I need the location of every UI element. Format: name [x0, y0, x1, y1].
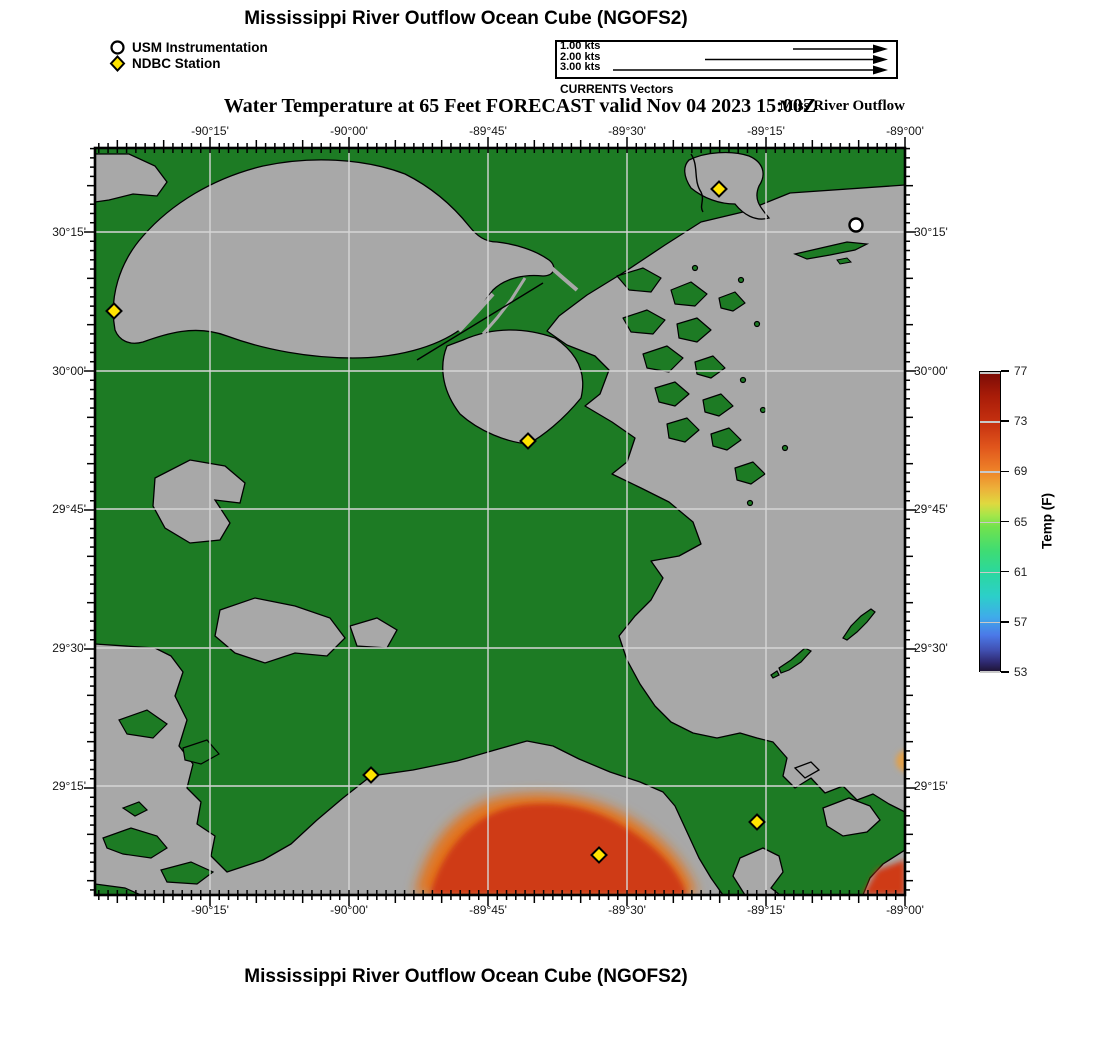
- colorbar-tick: [1001, 570, 1009, 573]
- map-plot[interactable]: [83, 136, 917, 907]
- legend-usm: USM Instrumentation: [109, 39, 268, 56]
- colorbar-tick-label: 69: [1014, 464, 1028, 479]
- cat-island-spit-2: [836, 257, 853, 265]
- delta-inlet-2: [822, 797, 881, 837]
- marsh-lake-3: [349, 617, 398, 649]
- ndbc-station-marker[interactable]: [519, 432, 537, 450]
- bay-st-louis: [684, 151, 771, 220]
- lat-label-right: 30°00': [914, 364, 948, 378]
- warm-patch-corner: [863, 860, 905, 895]
- ndbc-station-marker[interactable]: [105, 302, 123, 320]
- ndbc-station-marker[interactable]: [710, 180, 728, 198]
- colorbar-tick-label: 65: [1014, 514, 1028, 529]
- current-arrow: [873, 55, 888, 64]
- lat-label-right: 30°15': [914, 225, 948, 239]
- colorbar-tick-label: 77: [1014, 364, 1028, 378]
- cat-island-spit: [793, 241, 870, 260]
- marsh-lake: [152, 459, 246, 544]
- delta-inlet-1: [732, 847, 784, 895]
- lake-borgne: [442, 329, 584, 445]
- legend-usm-label: USM Instrumentation: [132, 40, 268, 55]
- chef-menteur-channel: [481, 277, 527, 335]
- warm-patch-east: [896, 750, 905, 772]
- lon-label-top: -89°30': [608, 124, 646, 138]
- lon-label-bottom: -90°00': [330, 903, 368, 917]
- colorbar-tick: [1001, 420, 1009, 422]
- colorbar-gridline: [980, 471, 1000, 473]
- lat-label-left: 29°30': [52, 641, 86, 655]
- delta-inlet-3: [793, 761, 821, 779]
- colorbar-gridline: [980, 521, 1000, 523]
- lon-label-top: -89°45': [469, 124, 507, 138]
- pearl-river: [690, 153, 704, 213]
- chandeleur-islands: [770, 608, 876, 679]
- ndbc-diamond-icon: [109, 55, 126, 72]
- current-arrow: [873, 44, 888, 54]
- mrgo-canal: [416, 282, 544, 361]
- colorbar-gridline: [980, 671, 1000, 673]
- region-label: Miss River Outflow: [779, 98, 905, 114]
- axis-ticks: [84, 137, 916, 906]
- northshore-inlet: [95, 153, 168, 203]
- map-frame: [93, 146, 907, 897]
- usm-circle-icon: [110, 40, 125, 55]
- lon-label-bottom: -89°45': [469, 903, 507, 917]
- colorbar-gridline: [980, 571, 1000, 574]
- lat-label-right: 29°15': [914, 779, 948, 793]
- colorbar-tick: [1001, 370, 1009, 372]
- colorbar-tick-label: 53: [1014, 665, 1028, 679]
- lon-label-top: -90°00': [330, 124, 368, 138]
- lat-label-left: 29°45': [52, 502, 86, 516]
- colorbar-tick-label: 57: [1014, 614, 1028, 629]
- ndbc-station-marker[interactable]: [590, 846, 608, 864]
- lat-label-left: 29°15': [52, 779, 86, 793]
- ndbc-station-marker[interactable]: [748, 813, 766, 831]
- colorbar-tick: [1001, 671, 1009, 673]
- colorbar-tick-label: 73: [1014, 414, 1028, 429]
- lat-label-left: 30°15': [52, 225, 86, 239]
- lon-label-top: -89°15': [747, 124, 785, 138]
- lon-label-bottom: -89°00': [886, 903, 924, 917]
- lon-label-bottom: -90°15': [191, 903, 229, 917]
- lon-label-bottom: -89°30': [608, 903, 646, 917]
- colorbar-tick: [1001, 470, 1009, 473]
- colorbar-gridline: [980, 421, 1000, 423]
- colorbar-gridline: [980, 621, 1000, 624]
- lake-pontchartrain: [112, 159, 555, 359]
- currents-caption: CURRENTS Vectors: [560, 82, 674, 96]
- colorbar-title: Temp (F): [1039, 493, 1055, 549]
- colorbar: [979, 371, 1001, 673]
- current-arrow: [873, 65, 888, 75]
- colorbar-tick: [1001, 520, 1009, 523]
- lat-label-right: 29°45': [914, 502, 948, 516]
- colorbar-tick: [1001, 621, 1009, 623]
- lon-label-bottom: -89°15': [747, 903, 785, 917]
- currents-arrows: [613, 44, 888, 75]
- legend-ndbc: NDBC Station: [109, 55, 221, 72]
- colorbar-tick-label: 61: [1014, 564, 1028, 579]
- legend-ndbc-label: NDBC Station: [132, 56, 221, 71]
- marsh-islands: [616, 264, 789, 507]
- bottom-title: Mississippi River Outflow Ocean Cube (NG…: [244, 966, 688, 987]
- ndbc-station-marker[interactable]: [362, 766, 380, 784]
- currents-scale-box: [555, 40, 898, 79]
- colorbar-gridline: [980, 372, 1000, 374]
- lon-label-top: -90°15': [191, 124, 229, 138]
- pass-channel: [457, 292, 495, 333]
- current-speed-label: 3.00 kts: [560, 61, 601, 73]
- map-subtitle: Water Temperature at 65 Feet FORECAST va…: [223, 95, 817, 117]
- current-speed-label: 2.00 kts: [560, 50, 601, 63]
- graticule: [95, 148, 905, 895]
- lat-label-right: 29°30': [914, 641, 948, 655]
- current-speed-label: 1.00 kts: [560, 40, 601, 52]
- rigolets-channel: [545, 262, 579, 292]
- lon-label-top: -89°00': [886, 124, 924, 138]
- stations-layer: [105, 180, 864, 864]
- usm-station-marker[interactable]: [848, 217, 864, 233]
- top-title: Mississippi River Outflow Ocean Cube (NG…: [244, 8, 688, 29]
- lat-label-left: 30°00': [52, 364, 86, 378]
